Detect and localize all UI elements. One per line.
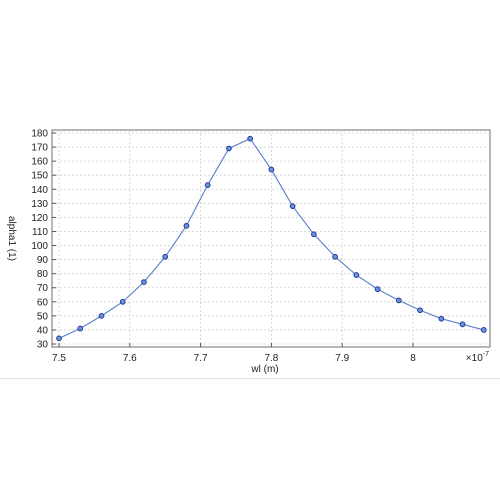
y-tick-label: 170	[31, 143, 48, 154]
y-tick-label: 110	[32, 227, 48, 238]
data-point	[417, 307, 423, 314]
y-tick-label: 80	[37, 269, 49, 280]
y-tick-label: 40	[37, 325, 49, 336]
data-point	[374, 286, 381, 293]
x-axis-ticks: 7.5 7.6 7.7 7.8 7.9 8	[52, 343, 416, 364]
data-point	[77, 325, 84, 332]
y-axis-title: alpha1 (1)	[6, 216, 17, 261]
x-axis-multiplier: ×10-7	[466, 351, 489, 364]
x-tick-label: 7.9	[335, 353, 349, 364]
x-axis-multiplier-exponent: -7	[483, 351, 489, 358]
data-point	[226, 145, 232, 152]
data-point	[204, 182, 211, 188]
y-tick-label: 30	[37, 340, 49, 351]
x-axis-title: wl (m)	[250, 364, 278, 375]
x-tick-label: 7.7	[194, 353, 208, 364]
data-point	[310, 231, 317, 238]
x-tick-label: 7.6	[123, 353, 137, 364]
y-tick-label: 140	[31, 185, 48, 196]
data-series	[56, 135, 487, 342]
data-point	[98, 312, 105, 319]
y-tick-label: 90	[37, 255, 49, 266]
y-axis-ticks: 30 40 50 60 70 80 90 100 110 120 130 140 150 160 170 18…	[31, 129, 56, 351]
x-tick-label: 7.5	[52, 353, 66, 364]
data-point	[480, 327, 487, 333]
y-tick-label: 130	[31, 199, 48, 210]
data-point	[459, 321, 466, 328]
y-tick-label: 70	[37, 283, 49, 294]
y-tick-label: 50	[37, 311, 49, 322]
data-point	[289, 203, 296, 210]
y-tick-label: 100	[31, 241, 48, 252]
plot-panel: 7.5 7.6 7.7 7.8 7.9 8 30 40 50 60 70 80 90 100 110 120…	[0, 118, 500, 379]
data-point	[332, 253, 339, 260]
line-chart: 7.5 7.6 7.7 7.8 7.9 8 30 40 50 60 70 80 90 100 110 120…	[6, 129, 491, 375]
data-point	[395, 297, 402, 304]
x-axis-multiplier-base: ×10	[466, 353, 483, 364]
y-tick-label: 60	[37, 297, 49, 308]
data-point	[247, 135, 254, 142]
data-point	[141, 279, 147, 286]
y-tick-label: 150	[31, 171, 48, 182]
data-point	[438, 315, 445, 322]
data-point	[268, 166, 275, 173]
x-tick-label: 7.8	[264, 353, 278, 364]
data-point	[183, 222, 190, 229]
y-tick-label: 160	[31, 157, 48, 168]
data-point	[119, 298, 126, 305]
x-tick-label: 8	[410, 353, 416, 364]
data-point	[353, 272, 360, 278]
data-point	[162, 253, 169, 260]
data-point	[56, 335, 62, 342]
y-tick-label: 120	[31, 213, 48, 224]
y-tick-label: 180	[31, 129, 48, 140]
